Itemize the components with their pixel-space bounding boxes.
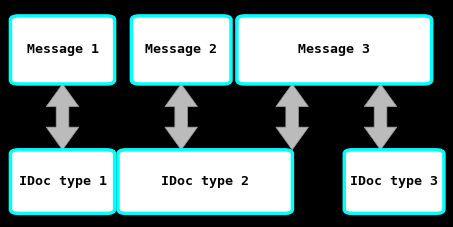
Text: Message 2: Message 2 [145,43,217,57]
Text: IDoc type 3: IDoc type 3 [350,175,438,188]
FancyBboxPatch shape [118,150,293,213]
FancyBboxPatch shape [237,16,432,84]
Text: Message 3: Message 3 [299,43,370,57]
Polygon shape [46,84,79,150]
FancyBboxPatch shape [344,150,444,213]
FancyBboxPatch shape [131,16,231,84]
Text: Message 1: Message 1 [27,43,98,57]
Polygon shape [364,84,397,150]
Polygon shape [276,84,308,150]
Text: IDoc type 2: IDoc type 2 [161,175,249,188]
FancyBboxPatch shape [10,16,115,84]
Text: IDoc type 1: IDoc type 1 [19,175,106,188]
FancyBboxPatch shape [10,150,115,213]
Polygon shape [165,84,198,150]
